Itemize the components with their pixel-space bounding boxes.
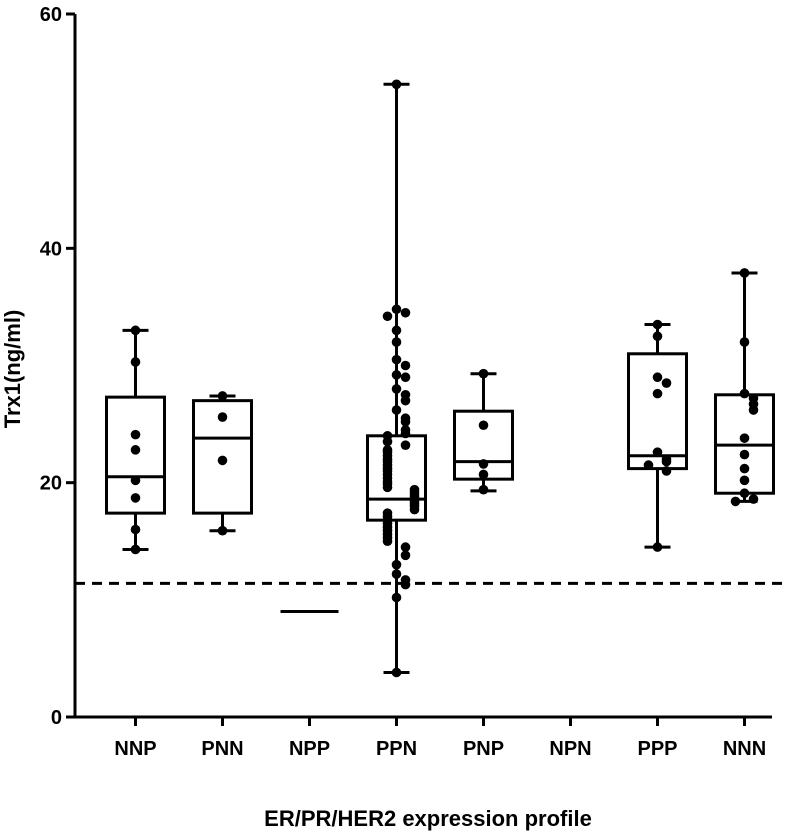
data-point (217, 412, 228, 422)
x-axis-title: ER/PR/HER2 expression profile (264, 806, 592, 831)
x-tick-label: NNN (723, 738, 766, 760)
data-point (652, 447, 663, 458)
x-tick-label: NPP (289, 738, 330, 760)
data-point (409, 504, 420, 515)
data-point (739, 433, 750, 443)
data-point (391, 384, 402, 394)
data-point (382, 536, 393, 547)
data-point (400, 307, 411, 318)
data-point (130, 357, 141, 367)
data-point (130, 325, 141, 336)
data-point (661, 378, 672, 388)
data-point (391, 592, 402, 603)
data-point (652, 372, 663, 383)
data-point (382, 311, 393, 322)
x-tick-label: PNP (463, 738, 504, 760)
data-point (400, 542, 411, 552)
data-point (478, 368, 489, 379)
y-tick-label: 20 (40, 473, 62, 495)
y-tick-label: 60 (40, 4, 62, 26)
y-tick-label: 40 (40, 238, 62, 260)
data-point (130, 524, 141, 535)
y-axis: 0 20 40 60 (40, 4, 77, 729)
data-point (739, 475, 750, 486)
data-point (400, 395, 411, 406)
data-point (391, 325, 402, 336)
data-point (130, 493, 141, 503)
data-point (661, 456, 672, 467)
data-point (730, 496, 741, 507)
data-point (391, 559, 402, 570)
data-point (739, 337, 750, 347)
data-point (130, 475, 141, 486)
data-point (748, 494, 759, 504)
data-point (391, 79, 402, 90)
y-axis-title: Trx1(ng/ml) (0, 310, 25, 429)
data-point (739, 449, 750, 460)
data-point (382, 482, 393, 493)
data-point (391, 405, 402, 415)
data-point (739, 463, 750, 474)
data-point (391, 337, 402, 347)
data-point (652, 331, 663, 342)
data-point (652, 319, 663, 330)
data-points (130, 79, 759, 678)
data-point (400, 360, 411, 371)
data-point (382, 436, 393, 447)
data-point (478, 484, 489, 495)
x-tick-label: NNP (114, 738, 156, 760)
data-point (652, 388, 663, 399)
x-tick-label: PPP (637, 738, 677, 760)
data-point (217, 455, 228, 466)
data-point (130, 429, 141, 440)
data-point (391, 354, 402, 365)
x-tick-label: PNN (201, 738, 243, 760)
data-point (478, 420, 489, 431)
data-point (739, 488, 750, 499)
data-point (739, 268, 750, 278)
data-point (478, 469, 489, 480)
x-tick-label: PPN (376, 738, 417, 760)
data-point (478, 459, 489, 469)
data-point (661, 466, 672, 476)
data-point (130, 544, 141, 555)
data-point (217, 391, 228, 401)
data-point (748, 405, 759, 415)
x-tick-label: NPN (549, 738, 591, 760)
data-point (400, 579, 411, 590)
data-point (739, 388, 750, 399)
data-point (217, 525, 228, 536)
data-point (391, 667, 402, 678)
y-tick-label: 0 (51, 707, 62, 729)
x-axis: NNP PNN NPP PPN PNP NPN PPP NNN (74, 715, 772, 760)
data-point (400, 416, 411, 427)
data-point (391, 304, 402, 315)
data-point (391, 370, 402, 380)
data-point (643, 460, 654, 470)
data-point (130, 445, 141, 455)
data-point (400, 440, 411, 450)
data-point (400, 428, 411, 439)
data-point (391, 569, 402, 579)
data-point (652, 542, 663, 552)
data-point (400, 372, 411, 383)
data-point (400, 550, 411, 561)
